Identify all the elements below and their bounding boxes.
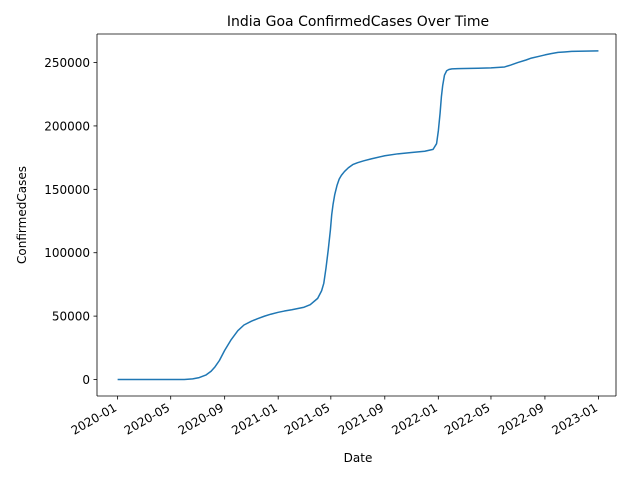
x-tick-label: 2022-05 bbox=[442, 400, 492, 437]
x-tick-label: 2021-05 bbox=[282, 400, 332, 437]
x-tick-label: 2022-01 bbox=[389, 400, 439, 437]
axis-frame bbox=[96, 33, 617, 397]
x-tick-label: 2020-01 bbox=[69, 400, 119, 437]
x-tick-label: 2020-05 bbox=[122, 400, 172, 437]
x-tick-label: 2020-09 bbox=[176, 400, 226, 437]
x-tick-label: 2021-01 bbox=[229, 400, 279, 437]
series-line-0 bbox=[117, 50, 599, 381]
y-tick-label: 50000 bbox=[52, 310, 90, 324]
plot-area bbox=[97, 34, 616, 396]
x-tick-label: 2022-09 bbox=[496, 400, 546, 437]
y-tick-label: 0 bbox=[82, 373, 90, 387]
y-tick-label: 250000 bbox=[44, 56, 90, 70]
y-tick-label: 100000 bbox=[44, 246, 90, 260]
x-tick-label: 2021-09 bbox=[336, 400, 386, 437]
x-tick-label: 2023-01 bbox=[550, 400, 600, 437]
y-tick-label: 200000 bbox=[44, 119, 90, 133]
x-axis-title: Date bbox=[344, 451, 373, 465]
y-axis-title: ConfirmedCases bbox=[15, 166, 29, 264]
chart-title: India Goa ConfirmedCases Over Time bbox=[227, 14, 489, 30]
y-tick-label: 150000 bbox=[44, 183, 90, 197]
